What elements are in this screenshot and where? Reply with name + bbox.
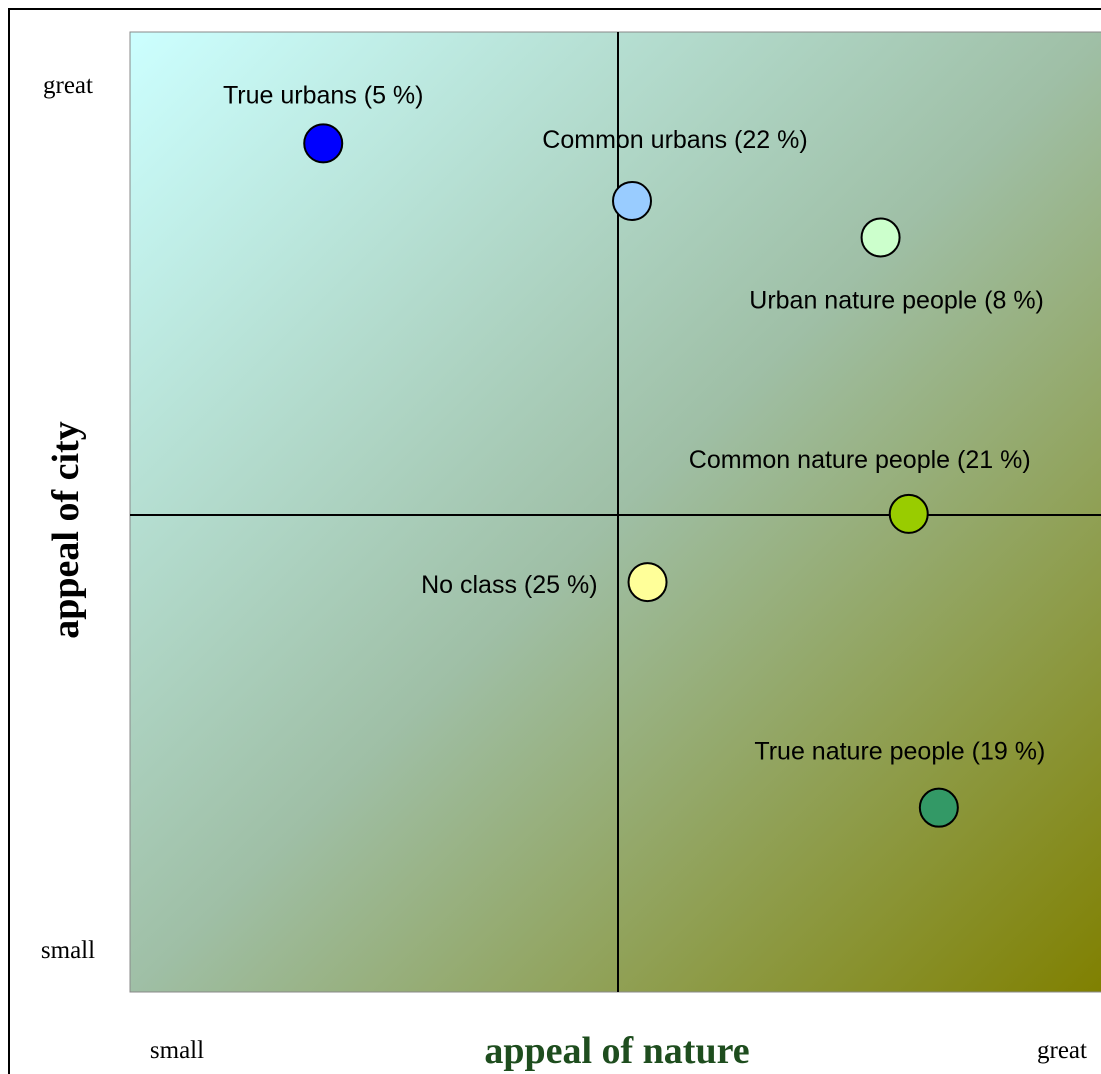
point	[888, 493, 929, 534]
y-tick-label: small	[41, 937, 95, 964]
point	[303, 123, 344, 164]
point	[612, 180, 653, 221]
point	[860, 217, 901, 258]
point-label: Common urbans (22 %)	[542, 126, 807, 154]
point-label: True urbans (5 %)	[223, 81, 424, 109]
y-axis-title: appeal of city	[45, 421, 87, 638]
plot-area	[129, 31, 1101, 993]
point-label: True nature people (19 %)	[754, 738, 1045, 766]
x-tick-label: small	[150, 1037, 204, 1064]
point-label: Common nature people (21 %)	[689, 446, 1031, 474]
point	[918, 787, 959, 828]
point	[627, 562, 668, 603]
x-axis-title: appeal of nature	[484, 1030, 749, 1072]
x-tick-label: great	[1037, 1037, 1087, 1064]
point-label: Urban nature people (8 %)	[749, 286, 1044, 314]
point-label: No class (25 %)	[421, 571, 597, 599]
y-tick-label: great	[43, 72, 93, 99]
